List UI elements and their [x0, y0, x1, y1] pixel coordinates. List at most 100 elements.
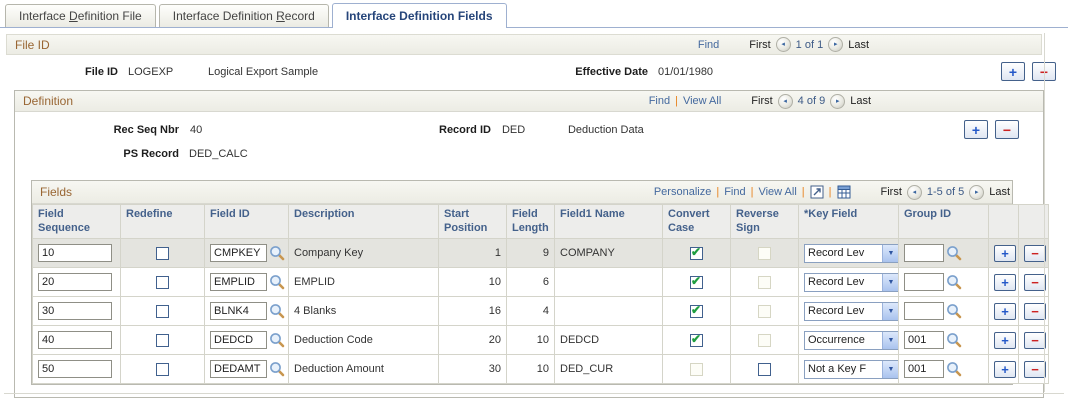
add-row-button[interactable]: +: [964, 120, 988, 139]
start-position-cell: 16: [438, 296, 507, 326]
redefine-checkbox[interactable]: [156, 304, 169, 318]
effective-date-label: Effective Date: [575, 65, 648, 78]
add-row-button[interactable]: +: [994, 360, 1016, 378]
prev-row-button[interactable]: ◂: [775, 37, 791, 52]
personalize-link[interactable]: Personalize: [653, 186, 712, 198]
group-id-input[interactable]: [904, 273, 944, 291]
chevron-down-icon[interactable]: ▼: [882, 360, 898, 378]
redefine-checkbox[interactable]: [156, 333, 169, 347]
lookup-icon[interactable]: [269, 245, 285, 261]
field-sequence-input[interactable]: [38, 360, 112, 378]
first-label[interactable]: First: [880, 186, 902, 198]
column-header-convert-case: Convert Case: [662, 204, 731, 239]
lookup-icon[interactable]: [269, 361, 285, 377]
field-id-input[interactable]: [210, 331, 267, 349]
key-field-dropdown[interactable]: Not a Key F ▼: [804, 359, 898, 379]
add-row-button[interactable]: +: [994, 244, 1016, 262]
delete-row-button[interactable]: −: [1024, 331, 1046, 349]
column-header-start-position: Start Position: [438, 204, 507, 239]
row-counter: 1 of 1: [795, 38, 824, 51]
group-id-input[interactable]: [904, 244, 944, 262]
first-label[interactable]: First: [749, 38, 771, 51]
lookup-icon[interactable]: [946, 245, 962, 261]
chevron-down-icon[interactable]: ▼: [882, 302, 898, 320]
chevron-down-icon[interactable]: ▼: [882, 273, 898, 291]
convert-case-checkbox[interactable]: ✔: [690, 302, 703, 318]
reverse-sign-checkbox: [758, 304, 771, 318]
tab-interface-definition-record[interactable]: Interface Definition Record: [158, 4, 329, 27]
fields-grid-box: Fields Personalize | Find | View All | |: [31, 180, 1049, 385]
lookup-icon[interactable]: [946, 361, 962, 377]
last-label[interactable]: Last: [850, 95, 871, 107]
lookup-icon[interactable]: [269, 303, 285, 319]
tab-interface-definition-file[interactable]: Interface Definition File: [5, 4, 156, 27]
description-cell: Deduction Code: [288, 325, 439, 355]
convert-case-checkbox[interactable]: ✔: [690, 244, 703, 260]
group-id-input[interactable]: [904, 302, 944, 320]
field-sequence-input[interactable]: [38, 244, 112, 262]
tab-interface-definition-fields[interactable]: Interface Definition Fields: [331, 3, 507, 28]
delete-row-button[interactable]: −: [1024, 302, 1046, 320]
delete-row-button[interactable]: −: [1024, 360, 1046, 378]
lookup-icon[interactable]: [946, 303, 962, 319]
lookup-icon[interactable]: [946, 274, 962, 290]
field-id-input[interactable]: [210, 302, 267, 320]
ps-record-value: DED_CALC: [189, 147, 248, 160]
add-row-button[interactable]: +: [994, 302, 1016, 320]
redefine-checkbox[interactable]: [156, 362, 169, 376]
view-all-link[interactable]: View All: [682, 95, 722, 107]
find-link[interactable]: Find: [697, 38, 720, 51]
group-id-input[interactable]: [904, 331, 944, 349]
delete-row-button[interactable]: −: [995, 120, 1019, 139]
key-field-dropdown[interactable]: Occurrence ▼: [804, 330, 898, 350]
tab-label-accesskey: D: [69, 9, 78, 23]
find-link[interactable]: Find: [648, 95, 671, 107]
next-icon: ▸: [974, 188, 979, 196]
delete-row-button[interactable]: −: [1024, 244, 1046, 262]
convert-case-checkbox: [690, 362, 703, 376]
lookup-icon[interactable]: [269, 274, 285, 290]
file-description: Logical Export Sample: [208, 65, 319, 78]
reverse-sign-checkbox: [758, 333, 771, 347]
prev-row-button[interactable]: ◂: [777, 93, 793, 109]
reverse-sign-checkbox: [758, 246, 771, 260]
next-row-button[interactable]: ▸: [969, 184, 985, 200]
key-field-dropdown[interactable]: Record Lev ▼: [804, 301, 898, 321]
add-row-button[interactable]: +: [994, 331, 1016, 349]
field-sequence-input[interactable]: [38, 331, 112, 349]
field-id-input[interactable]: [210, 273, 267, 291]
definition-section-header: Definition Find | View All First ◂ 4 of …: [15, 91, 1043, 112]
prev-row-button[interactable]: ◂: [906, 184, 922, 200]
lookup-icon[interactable]: [269, 332, 285, 348]
group-id-input[interactable]: [904, 360, 944, 378]
find-link[interactable]: Find: [724, 186, 746, 198]
redefine-checkbox[interactable]: [156, 275, 169, 289]
add-row-button[interactable]: +: [994, 273, 1016, 291]
chevron-down-icon[interactable]: ▼: [882, 331, 898, 349]
delete-row-button[interactable]: −: [1024, 273, 1046, 291]
redefine-checkbox[interactable]: [156, 246, 169, 260]
last-label[interactable]: Last: [848, 38, 869, 51]
chevron-down-icon[interactable]: ▼: [882, 244, 898, 262]
column-header-blank: [1018, 204, 1049, 239]
field-id-input[interactable]: [210, 360, 267, 378]
first-label[interactable]: First: [751, 95, 773, 107]
key-field-dropdown[interactable]: Record Lev ▼: [804, 272, 898, 292]
next-row-button[interactable]: ▸: [828, 37, 844, 52]
popout-icon[interactable]: [810, 185, 824, 199]
lookup-icon[interactable]: [946, 332, 962, 348]
view-all-link[interactable]: View All: [758, 186, 797, 198]
convert-case-checkbox[interactable]: ✔: [690, 273, 703, 289]
field-sequence-input[interactable]: [38, 302, 112, 320]
field-sequence-input[interactable]: [38, 273, 112, 291]
field-id-input[interactable]: [210, 244, 267, 262]
prev-icon: ◂: [781, 41, 785, 48]
key-field-dropdown[interactable]: Record Lev ▼: [804, 243, 898, 263]
last-label[interactable]: Last: [989, 186, 1010, 198]
convert-case-checkbox[interactable]: ✔: [690, 331, 703, 347]
add-row-button[interactable]: +: [1001, 62, 1025, 81]
download-grid-icon[interactable]: [837, 185, 851, 199]
section-title: Fields: [40, 185, 73, 199]
next-row-button[interactable]: ▸: [830, 93, 846, 109]
reverse-sign-checkbox[interactable]: [758, 362, 771, 376]
